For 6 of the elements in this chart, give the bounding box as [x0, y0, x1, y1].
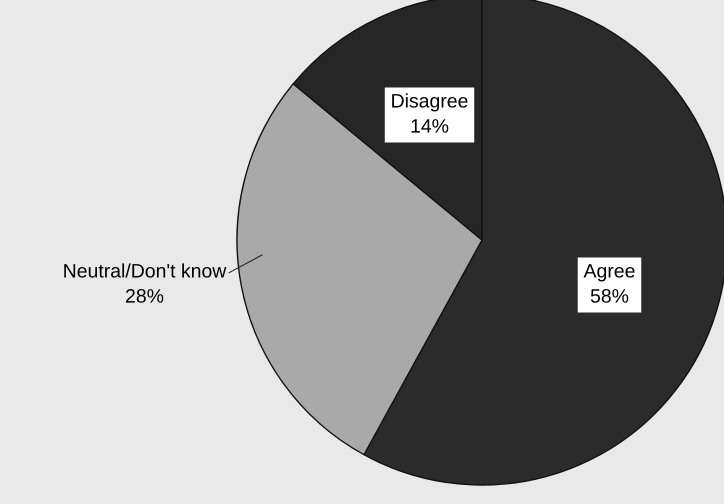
slice-label: Neutral/Don't know	[64, 263, 226, 278]
data-label: 28%	[126, 289, 164, 303]
slice-label: Disagree	[392, 93, 468, 112]
data-label: 14%	[412, 119, 448, 133]
data-label: 58%	[590, 289, 628, 303]
slice-label: Agree	[584, 264, 635, 282]
